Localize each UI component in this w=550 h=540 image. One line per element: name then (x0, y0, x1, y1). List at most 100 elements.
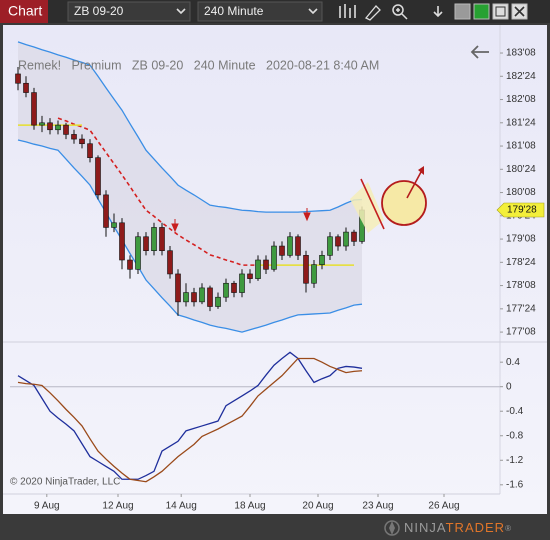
candle-body (247, 273, 253, 279)
y-tick-label: 182'08 (506, 94, 536, 105)
y-tick-label: 182'24 (506, 71, 536, 82)
oscillator-line (17, 351, 363, 480)
y-tick-label: 183'08 (506, 48, 536, 59)
window-button[interactable] (473, 3, 490, 20)
chart-tab-label: Chart (8, 3, 42, 19)
y-tick-label: -1.6 (506, 479, 524, 490)
candle-body (279, 245, 285, 256)
y-tick-label: 177'24 (506, 303, 536, 314)
y-tick-label: 180'08 (506, 187, 536, 198)
candle-body (159, 227, 165, 251)
x-tick-label: 23 Aug (362, 501, 393, 512)
candle-body (119, 222, 125, 261)
candle-body (127, 259, 133, 270)
x-tick-label: 18 Aug (234, 501, 265, 512)
chevron (176, 8, 186, 15)
interval-label: 240 Minute (204, 4, 264, 18)
candle-body (55, 124, 61, 131)
middle-line (57, 117, 258, 266)
candle-body (71, 134, 77, 140)
candle-body (103, 194, 109, 228)
drawing-arrow (406, 171, 422, 199)
drawing-arrow-head (418, 166, 424, 175)
candle-body (343, 231, 349, 247)
candle-body (151, 227, 157, 251)
candle-body (255, 259, 261, 279)
y-tick-label: 0.4 (506, 357, 520, 368)
logo: NINJATRADER® (384, 520, 512, 536)
last-price-label: 179'28 (507, 205, 537, 216)
y-tick-label: -0.8 (506, 430, 524, 441)
scroll-end-icon[interactable] (433, 6, 443, 18)
highlight-shape (350, 182, 384, 233)
y-tick-label: 179'08 (506, 234, 536, 245)
interval-dropdown[interactable] (197, 1, 323, 22)
candle-body (175, 273, 181, 303)
chart-tab[interactable] (0, 0, 48, 23)
plot (10, 41, 500, 483)
candle-body (335, 236, 341, 247)
axes: 183'08 182'24 182'08 181'24 181'08 180'24 180'… (34, 48, 545, 512)
band-line (17, 139, 363, 333)
x-tick-label: 26 Aug (428, 501, 459, 512)
instrument-dropdown[interactable] (67, 1, 191, 22)
chevron (308, 8, 318, 15)
drawing-circle (381, 180, 427, 226)
bar-type-icon[interactable] (339, 4, 356, 18)
candle-body (183, 292, 189, 303)
logo-first: NINJA (404, 520, 446, 535)
candle-body (327, 236, 333, 256)
candle-body (295, 236, 301, 256)
candle-body (95, 157, 101, 196)
candle-body (135, 236, 141, 270)
candle-body (311, 264, 317, 284)
candle-body (63, 124, 69, 135)
candle-body (263, 259, 269, 270)
x-tick-label: 12 Aug (102, 501, 133, 512)
copyright: © 2020 NinjaTrader, LLC (10, 477, 120, 488)
drawing-line (360, 178, 385, 230)
y-tick-label: 178'24 (506, 257, 536, 268)
y-tick-label: -1.2 (506, 455, 524, 466)
drawing-tool-icon[interactable] (364, 5, 381, 21)
candle-body (39, 122, 45, 126)
candle-body (223, 282, 229, 298)
candle-body (143, 236, 149, 251)
x-tick-label: 20 Aug (302, 501, 333, 512)
candle-body (191, 292, 197, 303)
candle-body (31, 92, 37, 126)
y-tick-label: 181'08 (506, 141, 536, 152)
candle-body (287, 236, 293, 256)
x-tick-label: 9 Aug (34, 501, 60, 512)
x-tick-label: 14 Aug (166, 501, 197, 512)
candle-body (215, 296, 221, 307)
back-arrow[interactable] (470, 45, 489, 59)
candle-body (111, 222, 117, 228)
y-tick-label: 177'08 (506, 327, 536, 338)
candle-body (231, 282, 237, 293)
logo-text: NINJATRADER® (404, 520, 512, 535)
y-tick-label: -0.4 (506, 406, 524, 417)
candle-body (15, 73, 21, 84)
candle-body (239, 273, 245, 293)
oscillator-line (17, 357, 363, 483)
y-tick-label: 181'24 (506, 117, 536, 128)
window-button[interactable] (454, 3, 471, 20)
instrument-label: ZB 09-20 (74, 4, 124, 18)
candle-body (87, 143, 93, 158)
candle-body (207, 287, 213, 307)
candle-body (271, 245, 277, 270)
candle-body (23, 82, 29, 93)
maximize-button[interactable] (492, 3, 509, 20)
logo-mark: ® (505, 524, 512, 533)
zoom-icon[interactable] (392, 4, 408, 20)
band-line (17, 41, 363, 213)
chart-title: Remek! Premium ZB 09-20 240 Minute 2020-… (18, 58, 379, 72)
y-tick-label: 180'24 (506, 164, 536, 175)
candle-body (303, 255, 309, 284)
candle-body (319, 255, 325, 265)
candle-body (167, 250, 173, 275)
close-glyph (514, 6, 525, 17)
candle-body (351, 231, 357, 242)
